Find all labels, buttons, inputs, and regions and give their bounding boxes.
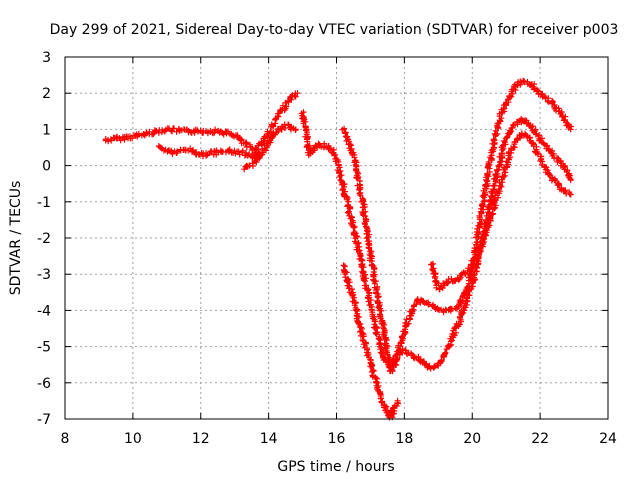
y-axis: 3 2 1 0 -1 -2 -3 -4 -5 -6 -7 bbox=[37, 50, 608, 428]
x-tick-label: 24 bbox=[599, 431, 617, 447]
y-tick-label: -2 bbox=[37, 231, 51, 247]
y-axis-label: SDTVAR / TECUs bbox=[8, 181, 24, 296]
series-markers bbox=[428, 130, 574, 293]
data-layer bbox=[102, 77, 574, 421]
series-track-4 bbox=[298, 77, 574, 371]
y-tick-label: 3 bbox=[42, 50, 51, 66]
series-markers bbox=[298, 77, 574, 371]
series-track-6 bbox=[340, 262, 401, 421]
x-tick-label: 8 bbox=[61, 431, 70, 447]
series-track-7 bbox=[428, 130, 574, 293]
x-tick-label: 22 bbox=[531, 431, 549, 447]
series-track-3 bbox=[241, 121, 299, 173]
x-tick-label: 10 bbox=[124, 431, 142, 447]
chart-title: Day 299 of 2021, Sidereal Day-to-day VTE… bbox=[50, 22, 619, 38]
y-tick-label: -4 bbox=[37, 303, 51, 319]
series-markers bbox=[340, 262, 401, 421]
x-tick-label: 12 bbox=[192, 431, 210, 447]
series-markers bbox=[241, 121, 299, 173]
y-tick-label: 2 bbox=[42, 86, 51, 102]
x-tick-label: 20 bbox=[463, 431, 481, 447]
series-markers bbox=[102, 90, 301, 156]
y-tick-label: 0 bbox=[42, 159, 51, 175]
y-tick-label: -5 bbox=[37, 340, 51, 356]
y-tick-label: -1 bbox=[37, 195, 51, 211]
x-tick-label: 16 bbox=[328, 431, 346, 447]
series-markers bbox=[155, 143, 265, 161]
y-tick-label: -3 bbox=[37, 267, 51, 283]
x-axis-label: GPS time / hours bbox=[277, 459, 394, 475]
x-axis: 8 10 12 14 16 18 20 22 24 bbox=[61, 57, 617, 447]
x-tick-label: 14 bbox=[260, 431, 278, 447]
x-tick-label: 18 bbox=[395, 431, 413, 447]
y-tick-label: -7 bbox=[37, 412, 51, 428]
series-track-1 bbox=[102, 90, 301, 156]
grid bbox=[65, 57, 608, 419]
series-track-2 bbox=[155, 143, 265, 161]
y-tick-label: -6 bbox=[37, 376, 51, 392]
y-tick-label: 1 bbox=[42, 122, 51, 138]
